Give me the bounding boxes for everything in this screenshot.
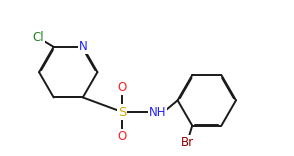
Text: O: O bbox=[118, 130, 127, 143]
Text: S: S bbox=[118, 105, 126, 119]
Text: Cl: Cl bbox=[33, 31, 44, 44]
Text: NH: NH bbox=[148, 105, 166, 119]
Text: O: O bbox=[118, 81, 127, 94]
Text: N: N bbox=[78, 40, 87, 53]
Text: Br: Br bbox=[181, 136, 194, 149]
